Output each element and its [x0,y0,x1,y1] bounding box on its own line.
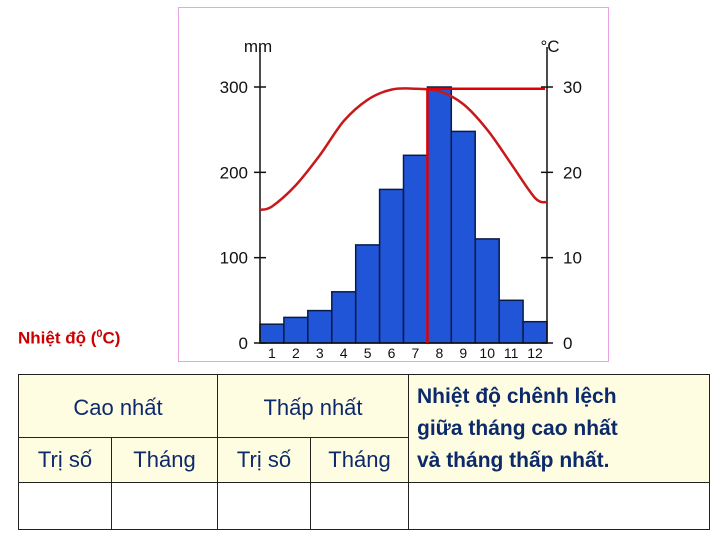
month-label: 3 [316,345,324,361]
header-difference: Nhiệt độ chênh lệch giữa tháng cao nhất … [408,374,710,483]
answer-high-month[interactable] [111,482,218,530]
table-header-row: Cao nhất Thấp nhất Nhiệt độ chênh lệch g… [18,374,710,483]
month-label: 2 [292,345,300,361]
subheader-high-month: Tháng [111,437,218,483]
month-label: 12 [527,345,543,361]
rainfall-bar [402,154,429,344]
note-line-2: giữa tháng cao nhất [417,416,618,440]
rainfall-bar [331,291,357,344]
rainfall-bar [522,320,548,344]
answer-difference[interactable] [408,482,710,530]
month-label: 4 [340,345,348,361]
left-axis-tick-label: 200 [220,163,248,182]
rainfall-bar [426,86,453,344]
right-axis-tick-label: 30 [563,78,582,97]
answer-low-month[interactable] [310,482,409,530]
rainfall-bar [354,244,381,344]
header-high: Cao nhất [18,374,218,438]
subheader-low-value: Trị số [217,437,311,483]
rainfall-bar [474,238,500,344]
caption-sup: 0 [96,328,103,340]
month-label: 1 [268,345,276,361]
subheader-low-month: Tháng [310,437,409,483]
left-axis-tick-label: 300 [220,78,248,97]
month-label: 5 [364,345,372,361]
rainfall-bar [450,130,476,344]
right-axis-tick-label: 20 [563,163,582,182]
answer-high-value[interactable] [18,482,112,530]
rainfall-bar [283,316,309,344]
right-axis-tick-label: 0 [563,334,572,353]
left-axis-unit: mm [244,37,272,56]
note-line-3: và tháng thấp nhất. [417,448,610,472]
note-line-1: Nhiệt độ chênh lệch [417,384,617,408]
temperature-line [259,87,548,212]
month-label: 8 [435,345,443,361]
month-label: 7 [412,345,420,361]
table-subheader-row: Trị số Tháng Trị số Tháng [18,437,710,483]
month-label: 11 [504,345,519,361]
rainfall-bar [498,299,524,344]
month-label: 6 [388,345,396,361]
answer-table: Cao nhất Thấp nhất Nhiệt độ chênh lệch g… [18,374,710,530]
left-axis-tick-label: 100 [220,249,248,268]
caption-unit: C) [102,328,121,348]
month-label: 10 [479,345,495,361]
answer-low-value[interactable] [217,482,311,530]
header-low: Thấp nhất [217,374,409,438]
left-axis-tick-label: 0 [239,334,248,353]
right-axis-unit: °C [540,37,559,56]
month-label: 9 [459,345,467,361]
table-answer-row [18,482,710,530]
rainfall-bar [259,323,285,344]
subheader-high-value: Trị số [18,437,112,483]
rainfall-bar [307,309,333,344]
caption-text: Nhiệt độ ( [18,328,97,348]
temperature-caption: Nhiệt độ (0C) [18,328,120,349]
right-axis-tick-label: 10 [563,249,582,268]
rainfall-bar [378,188,405,344]
